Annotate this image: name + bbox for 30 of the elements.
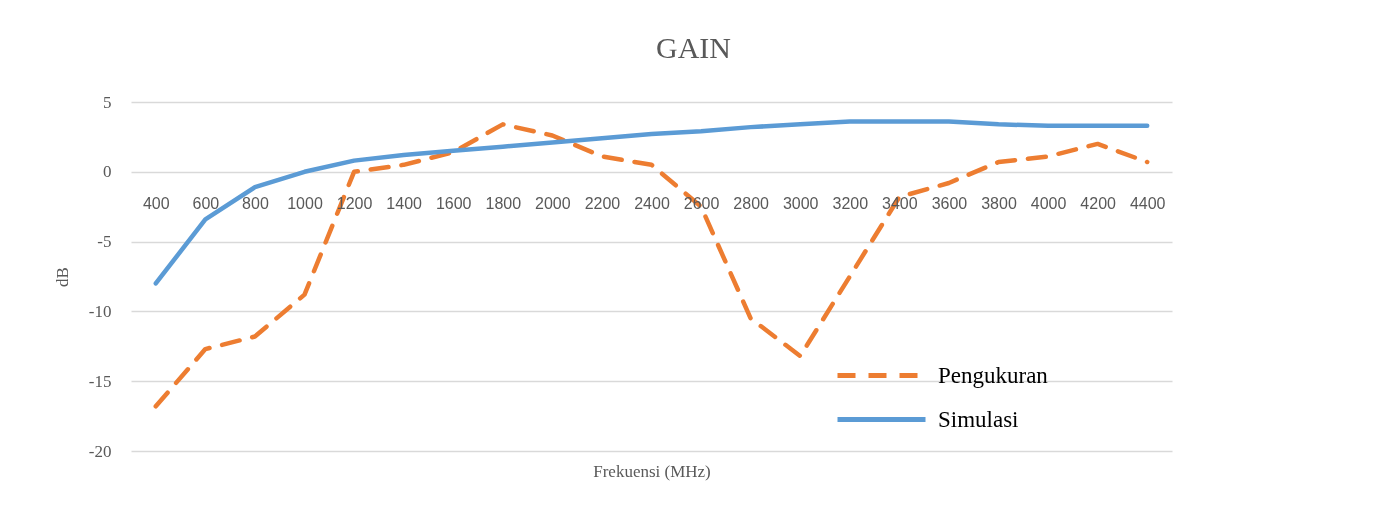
x-tick-label: 2800 [733,195,770,213]
x-tick-label: 3800 [981,195,1017,213]
x-tick-label: 800 [242,195,269,213]
y-tick-label: -20 [88,441,112,461]
y-tick-label: -15 [88,371,112,391]
legend-label: Simulasi [938,406,1019,432]
y-tick-label: 0 [103,162,112,182]
x-tick-label: 4400 [1129,195,1166,213]
x-tick-label: 1600 [435,195,472,213]
x-tick-label: 2400 [634,195,670,213]
x-tick-label: 1400 [386,195,423,213]
x-tick-label: 3200 [832,195,869,213]
x-tick-label: 4200 [1080,195,1117,213]
x-tick-label: 600 [192,195,220,213]
y-axis-title: dB [52,267,72,287]
x-axis-title: Frekuensi (MHz) [593,461,711,481]
y-tick-label: -5 [97,232,112,252]
x-tick-label: 1000 [287,195,323,213]
x-tick-label: 2000 [535,195,571,213]
chart-title: GAIN [656,31,731,64]
y-tick-label: 5 [103,92,112,112]
x-tick-label: 1800 [485,195,522,213]
x-tick-label: 4000 [1030,195,1067,213]
x-tick-label: 2200 [584,195,621,213]
y-tick-label: -10 [88,301,112,321]
x-tick-label: 3000 [782,195,819,213]
x-tick-label: 3600 [931,195,968,213]
x-tick-label: 400 [142,195,170,213]
legend-label: Pengukuran [938,362,1049,388]
x-tick-label: 2600 [683,195,720,213]
